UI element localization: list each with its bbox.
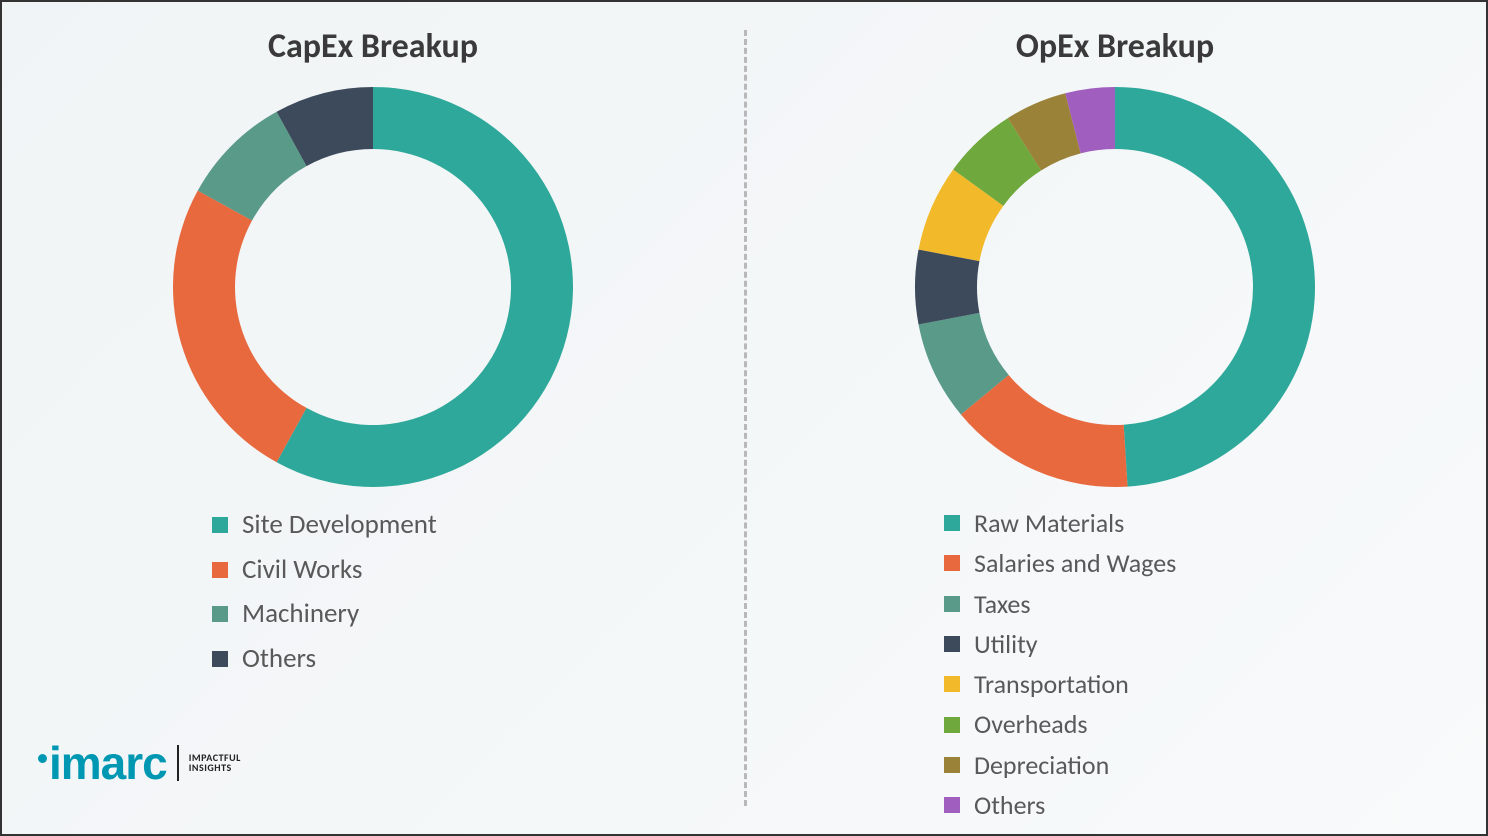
- opex-legend-item: Depreciation: [944, 745, 1176, 785]
- legend-swatch-icon: [944, 596, 960, 612]
- brand-separator: [177, 745, 179, 781]
- legend-label: Salaries and Wages: [974, 543, 1176, 583]
- capex-legend-item: Site Development: [212, 503, 437, 548]
- legend-swatch-icon: [944, 676, 960, 692]
- legend-label: Civil Works: [242, 548, 362, 593]
- legend-swatch-icon: [944, 757, 960, 773]
- capex-legend-item: Machinery: [212, 592, 437, 637]
- capex-legend: Site DevelopmentCivil WorksMachineryOthe…: [212, 503, 437, 681]
- brand-logo: imarc IMPACTFULINSIGHTS: [38, 736, 241, 790]
- legend-label: Raw Materials: [974, 503, 1124, 543]
- brand-tagline: IMPACTFULINSIGHTS: [189, 753, 241, 774]
- legend-label: Site Development: [242, 503, 437, 548]
- legend-swatch-icon: [212, 606, 228, 622]
- capex-slice-1: [173, 191, 307, 463]
- legend-swatch-icon: [944, 636, 960, 652]
- legend-swatch-icon: [944, 797, 960, 813]
- legend-label: Others: [974, 785, 1045, 825]
- capex-legend-item: Others: [212, 637, 437, 682]
- legend-label: Overheads: [974, 704, 1088, 744]
- opex-slice-3: [915, 250, 979, 325]
- brand-wordmark: imarc: [38, 736, 167, 790]
- legend-label: Taxes: [974, 584, 1031, 624]
- opex-legend-item: Overheads: [944, 704, 1176, 744]
- legend-swatch-icon: [944, 515, 960, 531]
- legend-label: Depreciation: [974, 745, 1109, 785]
- opex-donut: [905, 77, 1325, 497]
- capex-panel: CapEx Breakup Site DevelopmentCivil Work…: [2, 2, 744, 834]
- opex-legend-item: Salaries and Wages: [944, 543, 1176, 583]
- legend-swatch-icon: [212, 517, 228, 533]
- legend-swatch-icon: [212, 651, 228, 667]
- opex-title: OpEx Breakup: [1016, 26, 1214, 67]
- capex-legend-item: Civil Works: [212, 548, 437, 593]
- legend-label: Machinery: [242, 592, 359, 637]
- opex-legend-item: Taxes: [944, 584, 1176, 624]
- opex-legend-item: Transportation: [944, 664, 1176, 704]
- brand-dot-icon: [38, 754, 47, 763]
- legend-swatch-icon: [944, 555, 960, 571]
- legend-label: Others: [242, 637, 316, 682]
- opex-legend: Raw MaterialsSalaries and WagesTaxesUtil…: [944, 503, 1176, 825]
- opex-legend-item: Utility: [944, 624, 1176, 664]
- opex-panel: OpEx Breakup Raw MaterialsSalaries and W…: [744, 2, 1486, 834]
- legend-label: Transportation: [974, 664, 1129, 704]
- capex-title: CapEx Breakup: [268, 26, 478, 67]
- legend-swatch-icon: [212, 562, 228, 578]
- opex-legend-item: Raw Materials: [944, 503, 1176, 543]
- capex-donut: [163, 77, 583, 497]
- opex-slice-0: [1115, 87, 1315, 487]
- legend-label: Utility: [974, 624, 1038, 664]
- legend-swatch-icon: [944, 717, 960, 733]
- opex-legend-item: Others: [944, 785, 1176, 825]
- chart-frame: CapEx Breakup Site DevelopmentCivil Work…: [0, 0, 1488, 836]
